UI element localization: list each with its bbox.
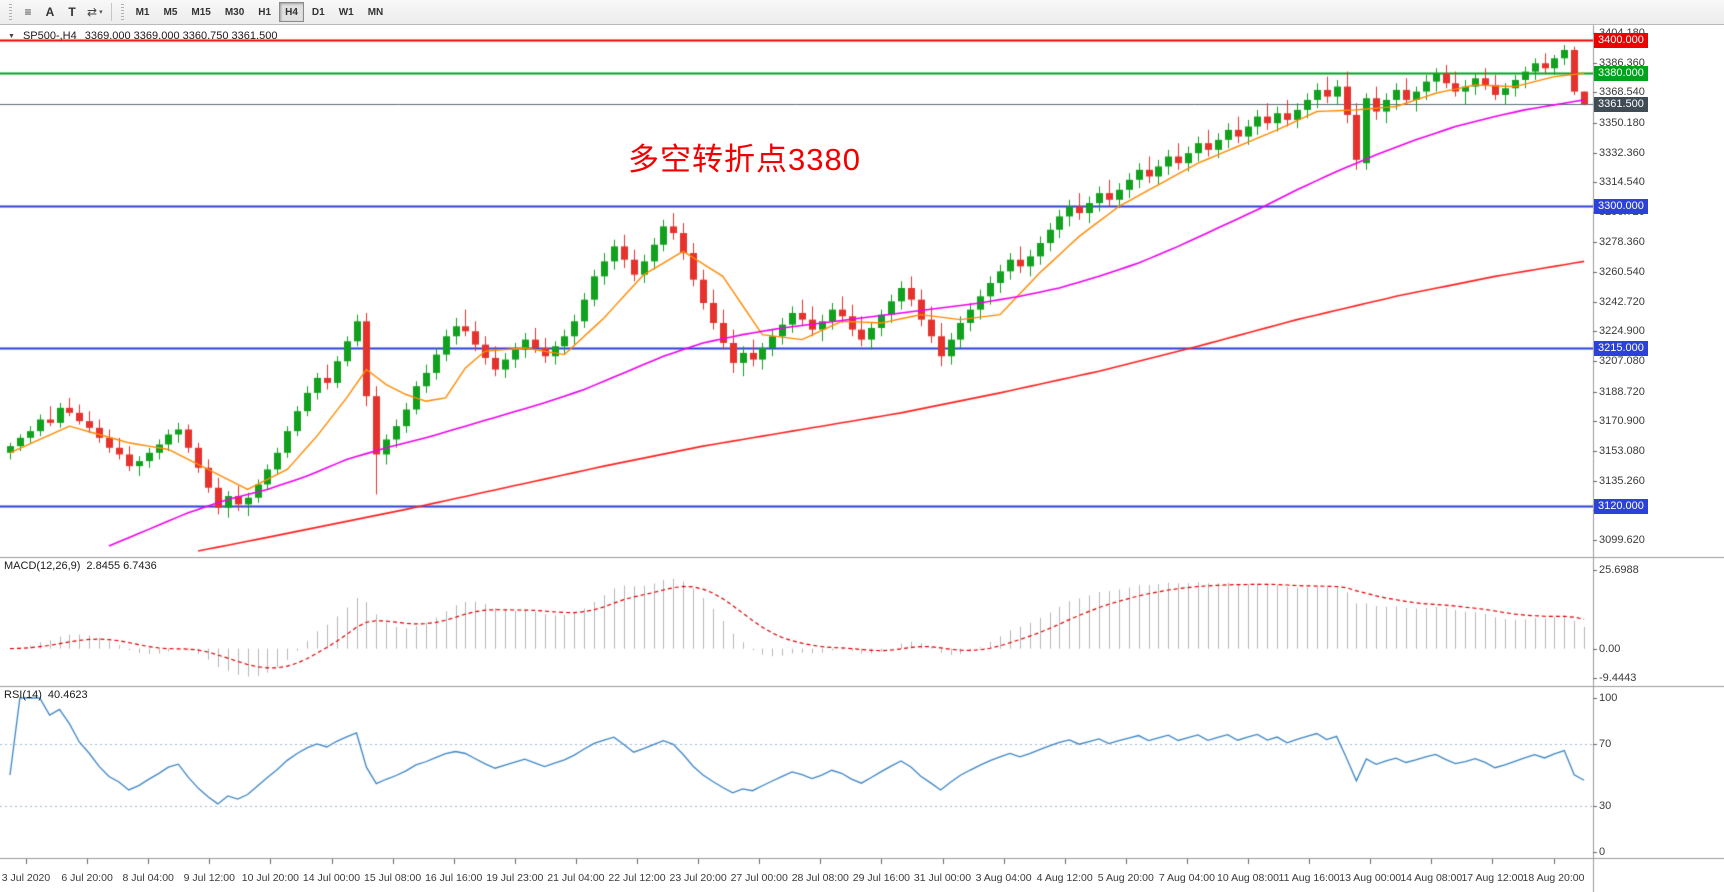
toolbar-separator [110, 3, 112, 21]
chevron-down-icon: ▾ [99, 9, 103, 16]
timeframe-button-m1[interactable]: M1 [130, 2, 156, 22]
chart-annotation-text[interactable]: 多空转折点3380 [628, 142, 861, 177]
macd-indicator-label: MACD(12,26,9) 2.8455 6.7436 [4, 560, 157, 572]
time-axis-label: 27 Jul 00:00 [730, 872, 788, 884]
timeframe-toolbar-grip[interactable] [120, 4, 124, 20]
price-badge: 3361.500 [1594, 97, 1648, 113]
price-axis-label: 3332.360 [1599, 146, 1645, 159]
price-axis-label: 3188.720 [1599, 385, 1645, 398]
price-badge: 3400.000 [1594, 32, 1648, 48]
time-axis-label: 13 Aug 00:00 [1339, 872, 1402, 884]
time-axis-label: 11 Aug 16:00 [1278, 872, 1340, 884]
time-axis-label: 7 Aug 04:00 [1158, 872, 1215, 884]
rsi-axis-label: 100 [1599, 692, 1618, 704]
timeframe-button-h4[interactable]: H4 [279, 2, 304, 22]
timeframe-toolbar: M1 M5 M15 M30 H1 H4 D1 W1 MN [129, 2, 391, 22]
price-axis-label: 3386.360 [1599, 56, 1645, 69]
macd-name: MACD(12,26,9) [4, 560, 81, 572]
time-axis-label: 23 Jul 20:00 [669, 872, 727, 884]
rsi-axis-label: 0 [1599, 846, 1606, 858]
time-axis-label: 14 Jul 00:00 [302, 872, 361, 884]
timeframe-button-h1[interactable]: H1 [252, 2, 277, 22]
price-axis-label: 3153.080 [1599, 444, 1645, 457]
price-badge: 3215.000 [1594, 340, 1648, 356]
price-axis[interactable]: 3404.1803386.3603368.5403350.1803332.360… [1593, 25, 1724, 892]
price-axis-label: 3368.540 [1599, 86, 1645, 99]
time-axis-label: 3 Jul 2020 [1, 872, 51, 884]
time-axis-label: 19 Jul 23:00 [486, 872, 544, 884]
price-badge: 3120.000 [1594, 499, 1648, 515]
price-axis-label: 3099.620 [1599, 533, 1645, 546]
chart-header: ▼ SP500-,H4 3369.000 3369.000 3360.750 3… [8, 30, 277, 42]
chart-dropdown-icon[interactable]: ▼ [8, 32, 15, 40]
price-axis-label: 3224.900 [1599, 325, 1645, 338]
price-axis-label: 3207.080 [1599, 355, 1645, 368]
time-axis-label: 21 Jul 04:00 [547, 872, 605, 884]
timeframe-button-m15[interactable]: M15 [185, 2, 216, 22]
time-axis-label: 14 Aug 08:00 [1400, 872, 1463, 884]
cycle-button[interactable]: ⇄ ▾ [83, 2, 107, 22]
rsi-value: 40.4623 [47, 689, 88, 701]
rsi-axis-label: 30 [1599, 799, 1612, 812]
macd-axis-label: 0.00 [1599, 642, 1621, 655]
timeframe-button-d1[interactable]: D1 [306, 2, 331, 22]
toolbar-grip[interactable] [9, 4, 12, 20]
macd-axis-label: -9.4443 [1599, 671, 1637, 684]
time-axis-label: 6 Jul 20:00 [61, 872, 113, 884]
time-axis-label: 28 Jul 08:00 [791, 872, 849, 884]
rsi-axis-label: 70 [1599, 738, 1612, 751]
timeframe-button-mn[interactable]: MN [362, 2, 390, 22]
time-axis[interactable]: 3 Jul 2020 6 Jul 20:00 8 Jul 04:00 9 Jul 12… [0, 859, 1724, 892]
time-axis-label: 18 Aug 20:00 [1522, 872, 1585, 884]
cycle-arrows-icon: ⇄ [87, 5, 98, 19]
time-axis-label: 16 Jul 16:00 [425, 872, 483, 884]
timeframe-button-m5[interactable]: M5 [157, 2, 183, 22]
rsi-indicator-label: RSI(14) 40.4623 [4, 689, 88, 701]
time-axis-label: 10 Jul 20:00 [241, 872, 299, 884]
time-axis-label: 3 Aug 04:00 [975, 872, 1032, 884]
top-toolbar: ≡ A T ⇄ ▾ M1 M5 M15 M30 H1 H4 D1 W1 MN [0, 0, 1724, 25]
price-badge: 3300.000 [1594, 199, 1648, 215]
symbol-period-label: SP500-,H4 [22, 30, 77, 42]
time-axis-label: 4 Aug 12:00 [1036, 872, 1093, 884]
price-badge: 3380.000 [1594, 66, 1648, 82]
time-axis-label: 15 Jul 08:00 [363, 872, 422, 884]
macd-axis-label: 25.6988 [1599, 563, 1639, 576]
time-axis-label: 31 Jul 00:00 [913, 872, 972, 884]
time-axis-label: 29 Jul 16:00 [852, 872, 910, 884]
time-axis-label: 22 Jul 12:00 [608, 872, 666, 884]
price-axis-label: 3242.720 [1599, 295, 1645, 308]
text-label-button[interactable]: T [61, 2, 83, 22]
price-axis-label: 3170.900 [1599, 415, 1645, 428]
time-axis-label: 9 Jul 12:00 [183, 872, 235, 884]
ohlc-values: 3369.000 3369.000 3360.750 3361.500 [84, 30, 278, 42]
macd-values: 2.8455 6.7436 [86, 560, 157, 572]
timeframe-button-w1[interactable]: W1 [333, 2, 360, 22]
price-axis-label: 3350.180 [1599, 116, 1645, 129]
price-axis-label: 3278.360 [1599, 236, 1645, 249]
time-axis-label: 5 Aug 20:00 [1097, 872, 1154, 884]
time-axis-label: 8 Jul 04:00 [122, 872, 174, 884]
price-axis-label: 3135.260 [1599, 474, 1645, 487]
chart-list-icon[interactable]: ≡ [17, 2, 39, 22]
price-axis-label: 3314.540 [1599, 176, 1645, 189]
time-axis-label: 10 Aug 08:00 [1217, 872, 1279, 884]
font-tool-button[interactable]: A [39, 2, 61, 22]
timeframe-button-m30[interactable]: M30 [219, 2, 250, 22]
price-axis-label: 3260.540 [1599, 266, 1645, 279]
rsi-name: RSI(14) [4, 689, 42, 701]
time-axis-label: 17 Aug 12:00 [1461, 872, 1524, 884]
